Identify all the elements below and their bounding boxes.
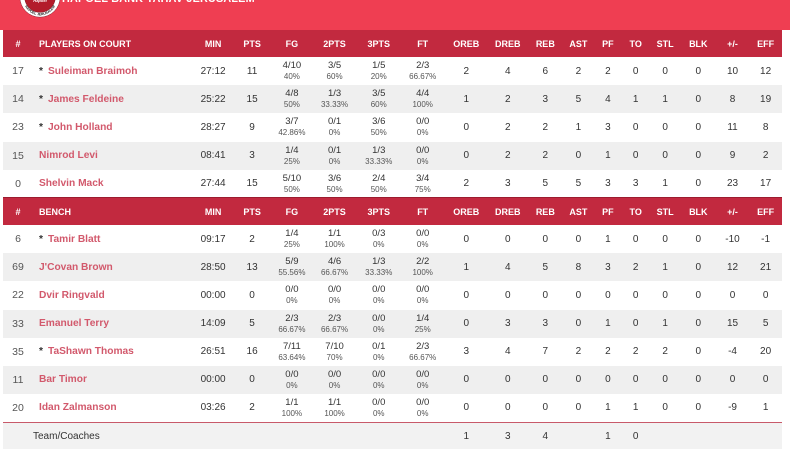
svg-text:Hapoel: Hapoel xyxy=(33,0,47,3)
